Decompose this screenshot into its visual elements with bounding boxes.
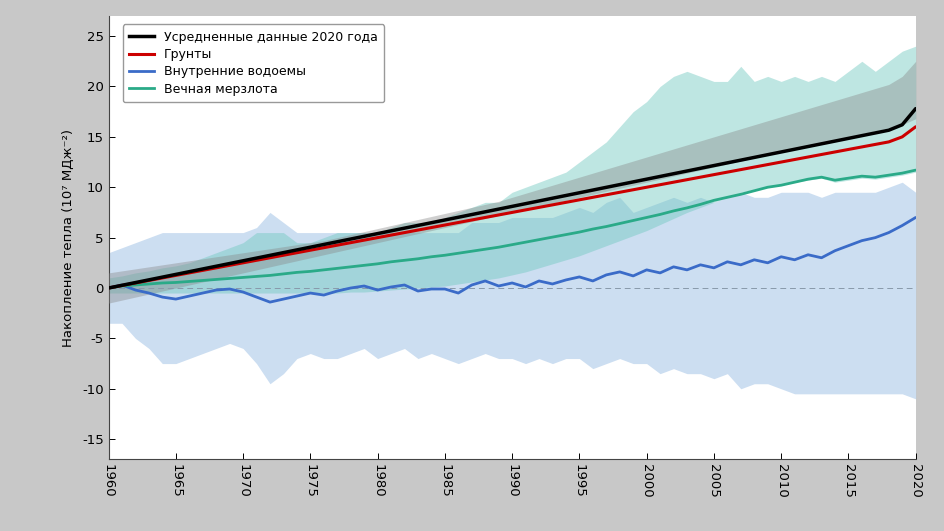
Y-axis label: Накопление тепла (10⁷ МДж⁻²): Накопление тепла (10⁷ МДж⁻²) [62, 129, 75, 347]
Legend: Усредненные данные 2020 года, Грунты, Внутренние водоемы, Вечная мерзлота: Усредненные данные 2020 года, Грунты, Вн… [123, 24, 384, 102]
